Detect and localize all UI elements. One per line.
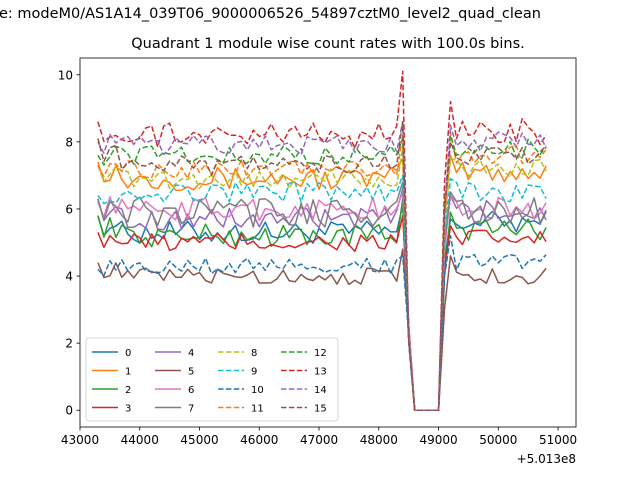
x-offset-label: +5.013e8 [517,452,576,466]
legend-label-12: 12 [314,348,327,359]
x-tick-label-47000: 47000 [300,433,338,447]
x-tick-label-46000: 46000 [240,433,278,447]
series-line-15 [97,120,547,411]
x-tick-label-45000: 45000 [180,433,218,447]
legend-label-7: 7 [188,404,194,415]
legend-label-10: 10 [251,385,264,396]
legend-label-8: 8 [251,348,257,359]
series-line-8 [97,147,547,411]
series-line-5 [97,248,547,411]
x-tick-label-48000: 48000 [360,433,398,447]
series-line-14 [97,120,547,411]
legend-label-15: 15 [314,404,327,415]
series-line-6 [97,191,547,411]
legend-label-1: 1 [125,367,131,378]
x-tick-label-50000: 50000 [479,433,517,447]
series-line-7 [97,181,547,411]
y-tick-label-8: 8 [65,135,73,149]
y-tick-label-2: 2 [65,337,73,351]
legend-label-11: 11 [251,404,264,415]
series-line-0 [97,204,547,411]
y-tick-label-4: 4 [65,270,73,284]
x-tick-label-49000: 49000 [419,433,457,447]
x-tick-label-44000: 44000 [121,433,159,447]
x-tick-label-51000: 51000 [539,433,577,447]
legend-label-9: 9 [251,367,257,378]
legend-label-2: 2 [125,385,131,396]
legend-label-3: 3 [125,404,131,415]
legend-label-13: 13 [314,367,327,378]
axes-frame [79,57,577,428]
y-tick-label-6: 6 [65,202,73,216]
x-tick-label-43000: 43000 [61,433,99,447]
series-line-10 [97,235,547,411]
legend-label-6: 6 [188,385,194,396]
legend-label-5: 5 [188,367,194,378]
figure-suptitle: n file: modeM0/AS1A14_039T06_9000006526_… [0,6,541,22]
legend-label-0: 0 [125,348,131,359]
legend-label-14: 14 [314,385,327,396]
chart-title: Quadrant 1 module wise count rates with … [131,36,525,52]
series-line-9 [97,174,547,411]
y-tick-label-10: 10 [58,68,73,82]
series-line-13 [97,70,547,411]
series-line-12 [97,134,547,411]
legend-box [85,337,339,422]
legend-label-4: 4 [188,348,194,359]
y-tick-label-0: 0 [65,404,73,418]
series-line-3 [97,214,547,411]
